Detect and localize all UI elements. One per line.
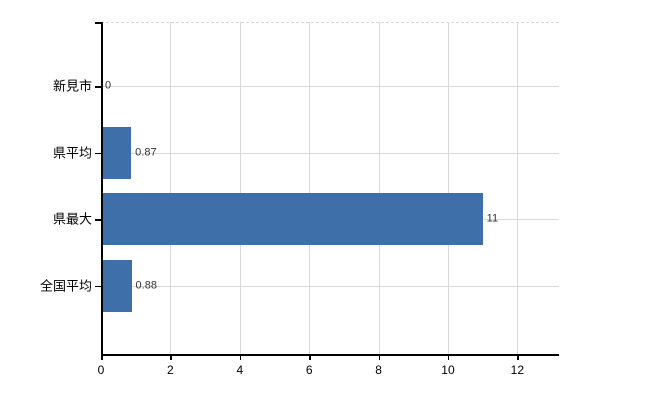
gridline-x-12 [517, 22, 519, 354]
bar-value-label: 0.87 [135, 146, 157, 159]
x-tick-label: 10 [441, 363, 455, 377]
x-tick-2 [170, 354, 172, 360]
x-tick-4 [239, 354, 242, 360]
gridline-y-3 [101, 285, 559, 287]
y-tick-2 [95, 152, 101, 155]
x-tick-label: 6 [305, 363, 313, 377]
gridline-x-6 [309, 22, 311, 354]
bar-2 [102, 193, 483, 246]
x-tick-label: 4 [236, 363, 244, 377]
x-tick-label: 2 [167, 363, 174, 377]
y-axis-line [101, 22, 103, 355]
plot-top-border [101, 22, 559, 23]
x-tick-6 [309, 354, 311, 360]
bar-value-label: 0.88 [135, 279, 157, 292]
y-tick-4 [95, 285, 101, 288]
x-tick-label: 0 [97, 363, 105, 377]
gridline-y-0 [101, 86, 559, 88]
y-tick-0 [95, 22, 101, 24]
y-tick-1 [95, 86, 101, 88]
bar-value-label: 11 [486, 212, 499, 225]
gridline-y-1 [101, 152, 559, 154]
gridline-x-2 [170, 22, 172, 354]
x-tick-0 [101, 354, 103, 360]
bar-1 [102, 126, 132, 179]
category-label: 全国平均 [39, 278, 92, 294]
x-axis-line [101, 354, 559, 356]
bar-value-label: 0 [105, 79, 112, 92]
y-tick-3 [95, 219, 101, 221]
category-label: 新見市 [52, 78, 92, 94]
x-tick-8 [378, 354, 381, 360]
category-label: 県最大 [52, 211, 92, 227]
x-tick-label: 8 [375, 363, 382, 377]
x-tick-12 [517, 354, 519, 360]
gridline-x-10 [447, 22, 449, 354]
gridline-x-4 [239, 22, 241, 354]
bar-3 [102, 259, 132, 312]
gridline-x-8 [378, 22, 380, 354]
x-tick-label: 12 [510, 363, 525, 377]
category-label: 県平均 [52, 145, 92, 161]
x-tick-10 [447, 354, 450, 360]
